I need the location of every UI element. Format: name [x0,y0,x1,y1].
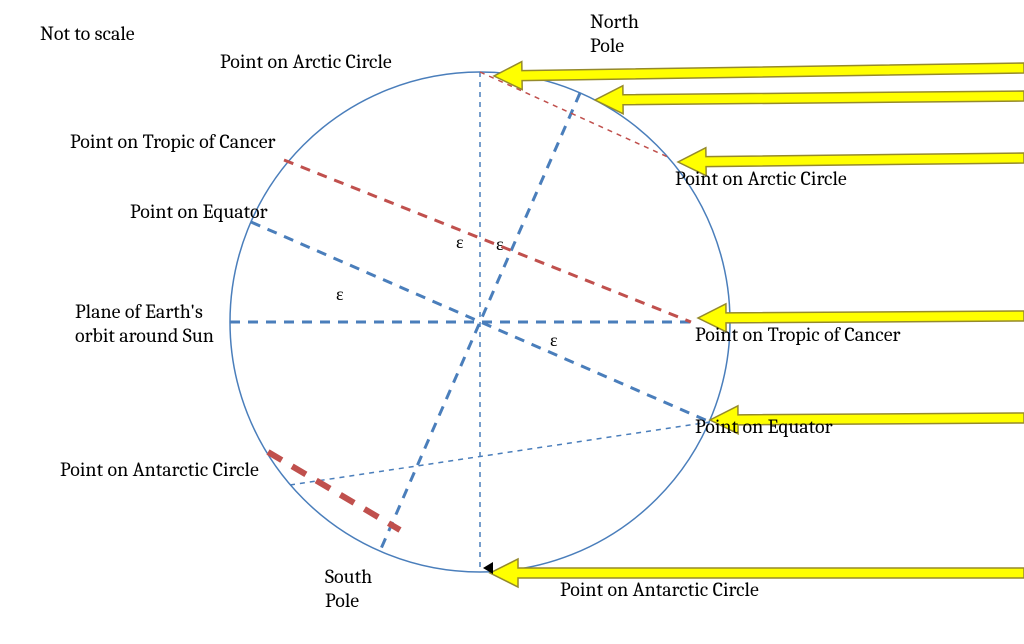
label-antarctic_right: Point on Antarctic Circle [560,578,759,602]
label-equator_left: Point on Equator [130,200,268,224]
arrow-north-pole [595,86,1024,114]
epsilon-3: ε [550,330,558,351]
label-arctic_left: Point on Arctic Circle [220,50,392,74]
label-north_pole: North Pole [590,10,639,58]
label-orbit_plane: Plane of Earth's orbit around Sun [75,300,214,348]
arrow-arctic-top [494,62,1024,90]
antarctic-heavy-line [268,452,400,530]
label-note: Not to scale [40,22,135,46]
label-south_pole: South Pole [325,565,372,613]
epsilon-2: ε [336,284,344,305]
label-arctic_right: Point on Arctic Circle [675,167,847,191]
epsilon-0: ε [456,232,464,253]
label-antarctic_left: Point on Antarctic Circle [60,458,259,482]
label-tropic_right: Point on Tropic of Cancer [695,323,900,347]
label-tropic_left: Point on Tropic of Cancer [70,130,275,154]
arctic-thin-line [480,72,670,158]
tropic-of-cancer-line [284,160,691,322]
label-equator_right: Point on Equator [695,415,833,439]
antarctic-thin-line [290,422,710,485]
epsilon-1: ε [496,234,504,255]
